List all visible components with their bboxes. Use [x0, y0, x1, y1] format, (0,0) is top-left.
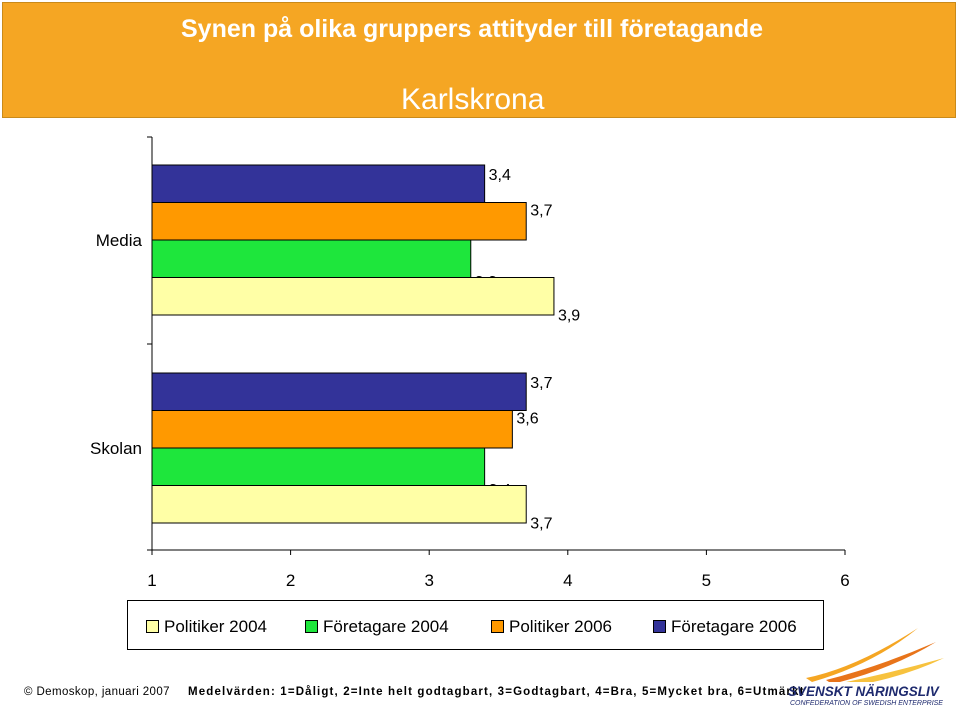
x-tick-label-5: 5	[702, 571, 711, 590]
legend-swatch-foretagare-2006	[653, 620, 666, 633]
x-tick-label-3: 3	[424, 571, 433, 590]
logo-flame-icon	[806, 628, 944, 686]
bar-skolan-politiker-2006	[151, 410, 513, 449]
legend-item-foretagare-2006: Företagare 2006	[653, 617, 797, 637]
logo-name: SVENSKT NÄRINGSLIV	[788, 684, 939, 699]
bar-media-politiker-2006	[151, 202, 527, 241]
data-label-media-politiker-2004: 3,9	[558, 307, 580, 324]
x-tick-label-2: 2	[286, 571, 295, 590]
bar-skolan-politiker-2004	[151, 485, 527, 524]
x-tick-label-1: 1	[147, 571, 156, 590]
chart-title: Synen på olika gruppers attityder till f…	[181, 15, 764, 43]
legend-swatch-politiker-2004	[146, 620, 159, 633]
bar-skolan-foretagare-2004	[151, 447, 486, 486]
title-banner: Synen på olika gruppers attityder till f…	[2, 2, 956, 118]
bar-media-foretagare-2004	[151, 239, 472, 278]
chart-subtitle: Karlskrona	[401, 83, 545, 116]
chart-legend: Politiker 2004 Företagare 2004 Politiker…	[127, 600, 824, 650]
legend-item-foretagare-2004: Företagare 2004	[305, 617, 449, 637]
legend-item-politiker-2004: Politiker 2004	[146, 617, 267, 637]
legend-label: Företagare 2006	[671, 617, 797, 636]
bar-media-politiker-2004	[151, 277, 555, 316]
svenskt-naringsliv-logo: SVENSKT NÄRINGSLIV CONFEDERATION OF SWED…	[786, 620, 956, 710]
data-label-media-politiker-2006: 3,7	[530, 202, 552, 219]
bar-chart: 123456Media3,43,73,33,9Skolan3,73,63,43,…	[90, 136, 850, 590]
data-label-skolan-politiker-2004: 3,7	[530, 515, 552, 532]
bar-media-foretagare-2006	[151, 164, 486, 203]
legend-label: Politiker 2004	[164, 617, 268, 636]
legend-item-politiker-2006: Politiker 2006	[491, 617, 612, 637]
logo-tagline: CONFEDERATION OF SWEDISH ENTERPRISE	[790, 700, 943, 707]
category-label-media: Media	[96, 231, 143, 250]
legend-label: Företagare 2004	[323, 617, 449, 636]
legend-swatch-politiker-2006	[491, 620, 504, 633]
data-label-skolan-politiker-2006: 3,6	[516, 410, 538, 427]
data-label-skolan-foretagare-2006: 3,7	[530, 375, 552, 392]
footer-scale-note: Medelvärden: 1=Dåligt, 2=Inte helt godta…	[188, 686, 805, 698]
legend-swatch-foretagare-2004	[305, 620, 318, 633]
x-tick-label-6: 6	[840, 571, 849, 590]
data-label-media-foretagare-2006: 3,4	[489, 167, 511, 184]
footer-credit: © Demoskop, januari 2007	[24, 686, 170, 698]
legend-label: Politiker 2006	[509, 617, 613, 636]
x-tick-label-4: 4	[563, 571, 572, 590]
bar-skolan-foretagare-2006	[151, 372, 527, 411]
category-label-skolan: Skolan	[90, 439, 142, 458]
